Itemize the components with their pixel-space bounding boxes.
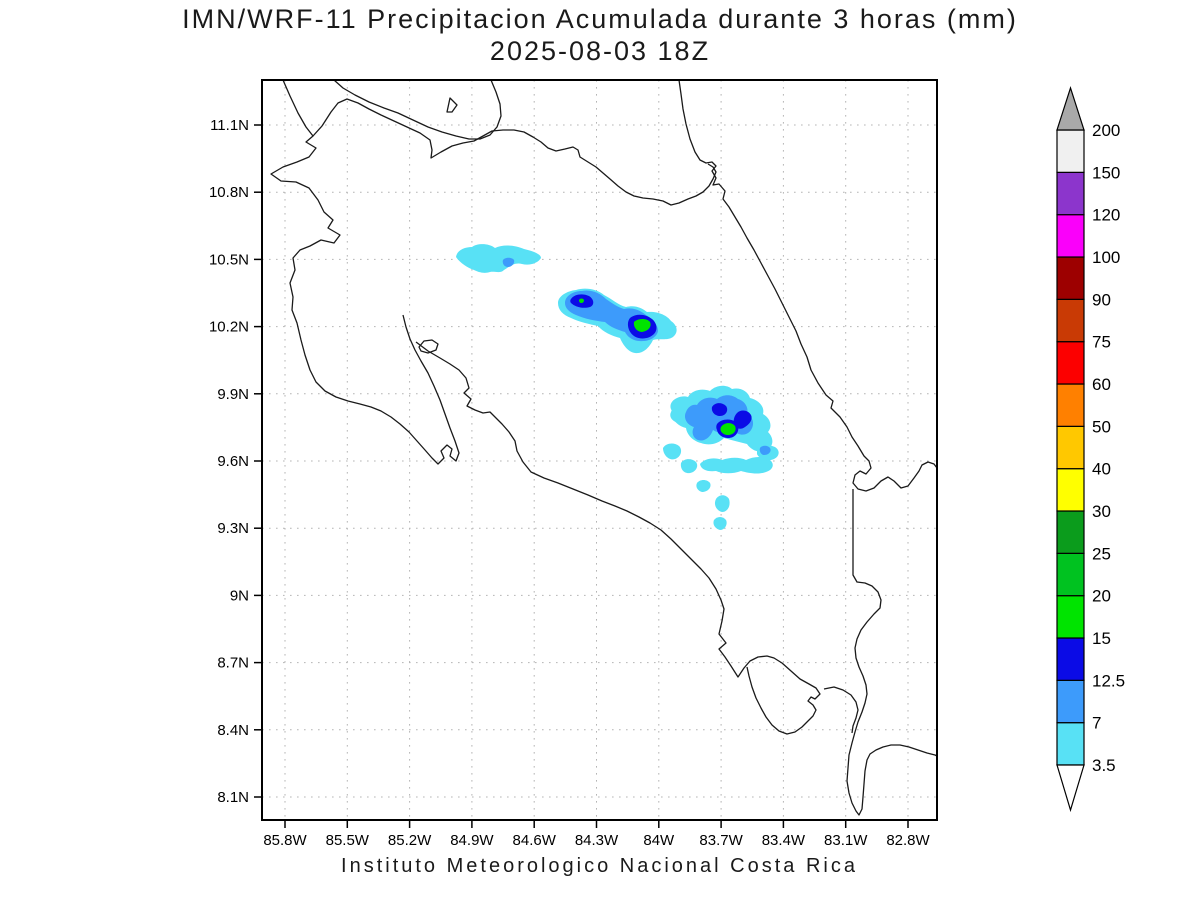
- colorbar-band-7mm: [1056, 679, 1085, 724]
- footer-text: Instituto Meteorologico Nacional Costa R…: [341, 855, 858, 877]
- colorbar-band-50mm: [1056, 383, 1085, 427]
- colorbar-band-3.5mm: [1056, 722, 1085, 766]
- x-tick-label: 84W: [643, 832, 675, 849]
- precip-contour-3.5mm: [700, 457, 773, 474]
- axis-labels: 85.8W 85.5W 85.2W 84.9W 84.6W 84.3W 84W 83.7W 83…: [209, 117, 931, 849]
- colorbar-band-12.5mm: [1056, 637, 1085, 681]
- colorbar-band-75mm: [1056, 298, 1085, 343]
- colorbar-label: 60: [1092, 375, 1111, 394]
- precipitation-contours: [456, 244, 779, 530]
- colorbar-band-15mm: [1056, 595, 1085, 639]
- x-tick-label: 84.9W: [450, 832, 494, 849]
- colorbar-label: 150: [1092, 163, 1120, 182]
- precip-contour-7mm: [502, 257, 515, 267]
- x-tick-label: 83.4W: [762, 832, 806, 849]
- y-tick-label: 9.9N: [217, 386, 249, 403]
- colorbar-label: 15: [1092, 629, 1111, 648]
- x-tick-label: 83.7W: [699, 832, 743, 849]
- colorbar-label: 120: [1092, 206, 1120, 225]
- coastline-path: [270, 80, 460, 465]
- precip-contour-3.5mm: [714, 495, 730, 512]
- page-title: IMN/WRF-11 Precipitacion Acumulada duran…: [182, 4, 1018, 34]
- colorbar-label: 50: [1092, 417, 1111, 436]
- x-tick-label: 83.1W: [824, 832, 868, 849]
- colorbar-label: 12.5: [1092, 671, 1125, 690]
- colorbar-label: 30: [1092, 502, 1111, 521]
- precip-contour-3.5mm: [696, 480, 711, 492]
- x-tick-label: 85.8W: [263, 832, 307, 849]
- colorbar-label: 20: [1092, 587, 1111, 606]
- precip-contour-15mm: [633, 319, 651, 332]
- colorbar-band-150mm: [1056, 129, 1085, 173]
- page-subtitle: 2025-08-03 18Z: [489, 36, 711, 66]
- x-tick-label: 84.6W: [513, 832, 557, 849]
- colorbar-band-120mm: [1056, 171, 1085, 216]
- coastline-path: [678, 80, 937, 492]
- graticule-grid: [262, 80, 937, 820]
- coastline-path: [446, 97, 458, 113]
- precip-contour-3.5mm: [663, 443, 682, 460]
- axis-ticks: [254, 124, 909, 828]
- y-tick-label: 9.3N: [217, 520, 249, 537]
- x-tick-label: 85.2W: [388, 832, 432, 849]
- y-tick-label: 10.8N: [209, 184, 249, 201]
- y-tick-label: 8.7N: [217, 655, 249, 672]
- coastline-path: [312, 98, 717, 206]
- coastline-path: [846, 489, 937, 816]
- precip-contour-3.5mm: [713, 517, 727, 530]
- y-tick-label: 8.1N: [217, 789, 249, 806]
- colorbar-band-60mm: [1056, 341, 1085, 385]
- precip-contour-3.5mm: [680, 459, 698, 474]
- y-tick-label: 8.4N: [217, 722, 249, 739]
- precip-contour-7mm: [759, 445, 771, 455]
- y-tick-label: 9.6N: [217, 453, 249, 470]
- colorbar-under-arrow: [1056, 764, 1085, 813]
- coastline-path: [415, 341, 821, 735]
- x-tick-label: 84.3W: [575, 832, 619, 849]
- map-frame: [261, 79, 938, 821]
- colorbar-label: 100: [1092, 248, 1120, 267]
- colorbar-label: 40: [1092, 460, 1111, 479]
- colorbar-label: 25: [1092, 544, 1111, 563]
- colorbar-band-90mm: [1056, 256, 1085, 300]
- precip-contour-3.5mm: [456, 244, 541, 273]
- coastline-path: [418, 339, 439, 354]
- colorbar-label: 90: [1092, 290, 1111, 309]
- y-tick-label: 9N: [230, 587, 249, 604]
- colorbar-label: 200: [1092, 121, 1120, 140]
- coastline-group: [270, 80, 937, 816]
- x-tick-label: 82.8W: [886, 832, 930, 849]
- colorbar: 3.5 7 12.5 15 20 25 30 40 50 60 75 90 100 120 150 200: [1056, 86, 1125, 813]
- x-tick-label: 85.5W: [326, 832, 370, 849]
- precip-contour-15mm: [579, 298, 584, 303]
- colorbar-band-20mm: [1056, 552, 1085, 597]
- precip-contour-12.5mm: [733, 410, 752, 429]
- precip-contour-15mm: [720, 423, 736, 435]
- colorbar-band-100mm: [1056, 214, 1085, 258]
- coastline-path: [333, 80, 502, 140]
- colorbar-band-25mm: [1056, 510, 1085, 554]
- colorbar-band-30mm: [1056, 468, 1085, 512]
- colorbar-label: 7: [1092, 714, 1101, 733]
- y-tick-label: 10.2N: [209, 319, 249, 336]
- y-tick-label: 10.5N: [209, 251, 249, 268]
- colorbar-label: 75: [1092, 333, 1111, 352]
- precip-contour-12.5mm: [711, 403, 728, 416]
- colorbar-band-40mm: [1056, 425, 1085, 470]
- coastline-path: [823, 686, 859, 734]
- colorbar-over-arrow: [1056, 86, 1085, 131]
- colorbar-label: 3.5: [1092, 756, 1116, 775]
- y-tick-label: 11.1N: [210, 117, 249, 134]
